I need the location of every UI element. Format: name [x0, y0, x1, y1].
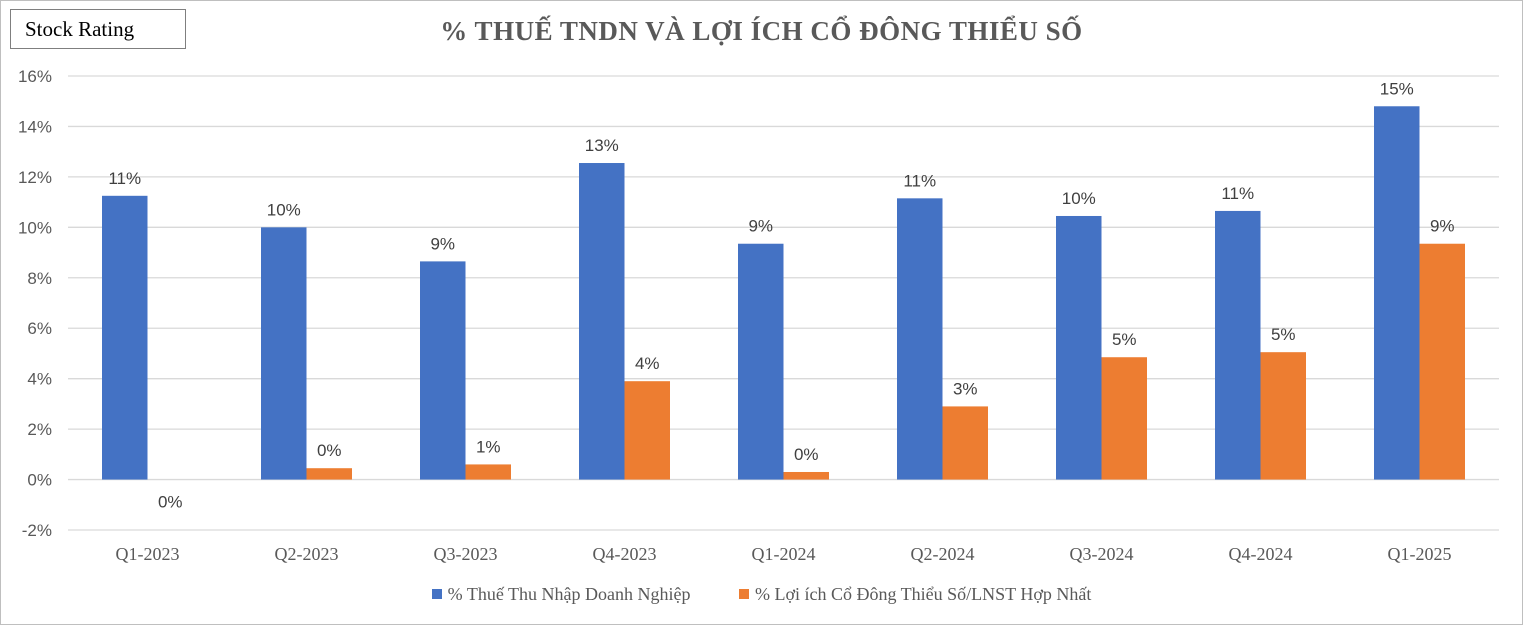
data-label-series-1: 13% — [585, 136, 619, 155]
legend-label-series-2: % Lợi ích Cổ Đông Thiểu Số/LNST Hợp Nhất — [754, 584, 1092, 604]
bar-series-1 — [1056, 215, 1102, 480]
y-tick-label: 4% — [27, 370, 52, 389]
data-label-series-1: 11% — [108, 169, 141, 188]
data-label-series-2: 3% — [953, 379, 978, 398]
y-tick-label: -2% — [22, 521, 52, 540]
bar-series-1 — [261, 227, 307, 480]
y-tick-label: 14% — [18, 117, 52, 136]
bar-series-1 — [897, 198, 943, 480]
data-label-series-1: 9% — [748, 217, 773, 236]
x-category-label: Q2-2024 — [911, 544, 975, 564]
data-label-series-2: 0% — [794, 445, 819, 464]
chart-legend: % Thuế Thu Nhập Doanh Nghiệp % Lợi ích C… — [0, 584, 1523, 605]
y-tick-label: 10% — [18, 218, 52, 237]
x-category-label: Q3-2023 — [434, 544, 498, 564]
bar-series-1 — [1215, 210, 1261, 480]
x-category-label: Q1-2024 — [752, 544, 816, 564]
data-label-series-2: 0% — [317, 441, 342, 460]
bar-series-1 — [1374, 106, 1420, 480]
legend-item-series-2: % Lợi ích Cổ Đông Thiểu Số/LNST Hợp Nhất — [738, 584, 1092, 605]
bar-series-1 — [420, 261, 466, 480]
bar-series-2 — [1101, 357, 1147, 480]
x-category-label: Q2-2023 — [275, 544, 339, 564]
data-label-series-1: 11% — [1221, 184, 1254, 203]
x-category-label: Q1-2023 — [116, 544, 180, 564]
y-tick-label: 0% — [27, 471, 52, 490]
bar-series-2 — [942, 406, 988, 480]
bar-series-2 — [306, 468, 352, 480]
bar-series-2 — [1260, 352, 1306, 480]
y-tick-label: 8% — [27, 269, 52, 288]
data-label-series-2: 0% — [158, 493, 183, 512]
bar-series-2 — [624, 381, 670, 480]
legend-label-series-1: % Thuế Thu Nhập Doanh Nghiệp — [447, 584, 691, 604]
x-category-label: Q4-2023 — [593, 544, 657, 564]
data-label-series-1: 10% — [267, 200, 301, 219]
data-label-series-1: 11% — [903, 171, 936, 190]
bar-series-1 — [579, 163, 625, 480]
data-label-series-2: 5% — [1112, 330, 1137, 349]
x-category-label: Q3-2024 — [1070, 544, 1134, 564]
data-label-series-1: 10% — [1062, 189, 1096, 208]
y-tick-label: 2% — [27, 420, 52, 439]
bar-series-2 — [783, 471, 829, 480]
data-label-series-2: 9% — [1430, 217, 1455, 236]
bar-series-1 — [102, 195, 148, 480]
y-tick-label: 16% — [18, 67, 52, 86]
chart-title: % THUẾ TNDN VÀ LỢI ÍCH CỔ ĐÔNG THIỂU SỐ — [440, 16, 1083, 46]
x-category-label: Q1-2025 — [1388, 544, 1452, 564]
data-label-series-2: 5% — [1271, 325, 1296, 344]
stock-rating-badge: Stock Rating — [10, 9, 186, 49]
bar-series-1 — [738, 243, 784, 480]
data-label-series-2: 4% — [635, 354, 660, 373]
data-label-series-2: 1% — [476, 437, 501, 456]
legend-item-series-1: % Thuế Thu Nhập Doanh Nghiệp — [431, 584, 691, 605]
y-tick-label: 12% — [18, 168, 52, 187]
bar-series-2 — [465, 464, 511, 480]
y-tick-label: 6% — [27, 319, 52, 338]
bar-series-2 — [1419, 243, 1465, 480]
data-label-series-1: 9% — [430, 234, 455, 253]
data-label-series-1: 15% — [1380, 79, 1414, 98]
legend-swatch-series-2 — [738, 589, 749, 599]
x-category-label: Q4-2024 — [1229, 544, 1293, 564]
legend-swatch-series-1 — [431, 589, 442, 599]
